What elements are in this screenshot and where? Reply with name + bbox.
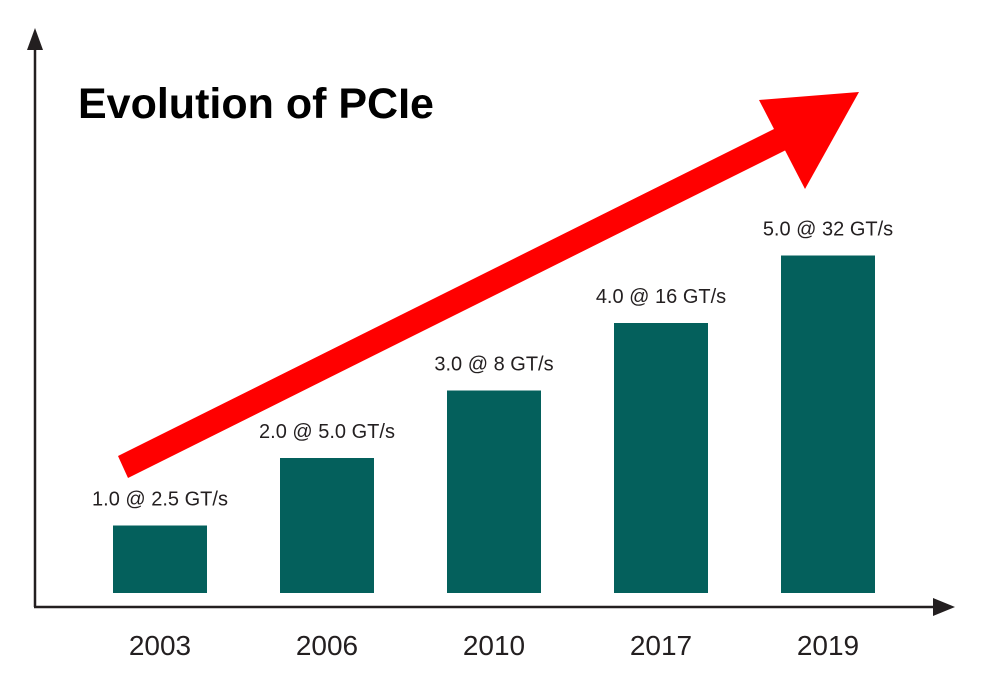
bar-2006 [280, 458, 374, 593]
trend-arrow-head [759, 92, 859, 189]
bar-value-label-2006: 2.0 @ 5.0 GT/s [259, 421, 395, 443]
y-axis-arrowhead [27, 28, 43, 50]
x-tick-label-2003: 2003 [129, 630, 191, 661]
chart-title: Evolution of PCIe [78, 80, 434, 128]
bar-value-label-2003: 1.0 @ 2.5 GT/s [92, 489, 228, 511]
bar-2017 [614, 323, 708, 593]
x-tick-label-2006: 2006 [296, 630, 358, 661]
x-tick-labels: 2003 2006 2010 2017 2019 [129, 630, 859, 661]
x-tick-label-2010: 2010 [463, 630, 525, 661]
bars-layer [113, 255, 875, 593]
bar-value-label-2019: 5.0 @ 32 GT/s [763, 219, 893, 241]
x-tick-label-2017: 2017 [630, 630, 692, 661]
bar-value-label-2017: 4.0 @ 16 GT/s [596, 286, 726, 308]
bar-2003 [113, 525, 207, 593]
bar-labels-layer: 1.0 @ 2.5 GT/s 2.0 @ 5.0 GT/s 3.0 @ 8 GT/s… [92, 219, 893, 511]
bar-2019 [781, 255, 875, 593]
x-axis-arrowhead [933, 598, 955, 616]
x-tick-label-2019: 2019 [797, 630, 859, 661]
bar-value-label-2010: 3.0 @ 8 GT/s [434, 354, 553, 376]
trend-arrow [118, 92, 859, 478]
trend-arrow-shaft [118, 126, 790, 478]
bar-2010 [447, 390, 541, 593]
axes [27, 28, 955, 616]
